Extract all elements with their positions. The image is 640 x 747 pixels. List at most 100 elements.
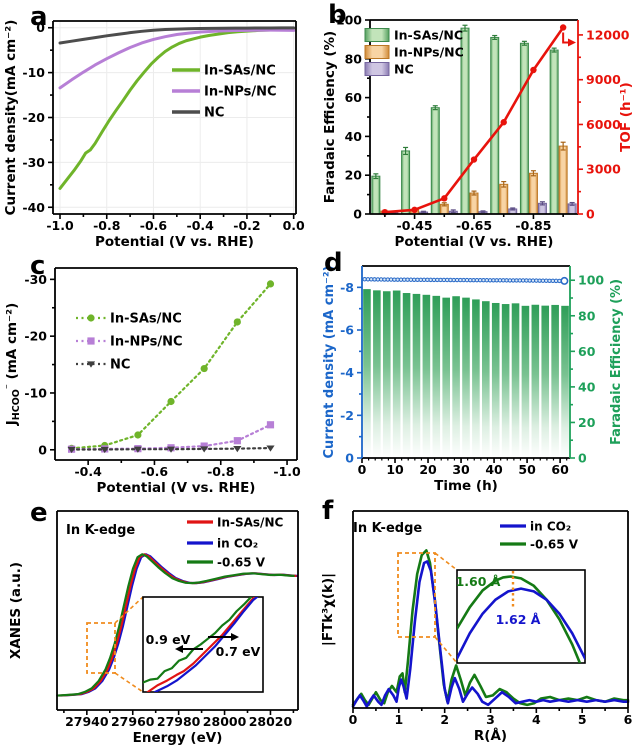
y-tick-label: -6: [340, 323, 354, 338]
marker-square: [266, 421, 275, 429]
x-tick-label: -1.0: [273, 464, 301, 479]
panel-b-chart: -0.45 -0.65 -0.85 0 20 40 60 80 100 0 3000 6000 9000…: [322, 13, 634, 250]
bar-In-SAs/NC: [549, 49, 559, 215]
marker-triangle-down: [67, 446, 76, 454]
fe-bar: [541, 305, 550, 458]
tof-marker: [411, 206, 418, 214]
y-tick-label: -10: [24, 385, 47, 400]
fe-bar: [511, 303, 520, 458]
panel-a-label: a: [30, 2, 48, 32]
fe-bar: [462, 297, 470, 458]
y-axis-label: |FTk³χ(k)|: [320, 573, 336, 646]
y-tick-label: -20: [22, 110, 45, 125]
x-tick-label: -0.8: [93, 218, 120, 233]
legend-label: in CO₂: [217, 537, 258, 551]
x-tick-label: 2: [440, 712, 449, 727]
x-tick-label: -0.8: [207, 464, 234, 479]
x-tick-label: -0.4: [74, 464, 102, 479]
fe-bar: [482, 301, 490, 458]
x-tick-label: -0.85: [515, 218, 551, 233]
tof-tick-label: 9000: [586, 72, 621, 87]
legend-label: NC: [204, 106, 224, 121]
zoom-rect: [397, 552, 436, 638]
x-tick-label: 40: [485, 462, 503, 477]
legend-label: In-NPs/NC: [394, 45, 464, 60]
tof-tick-label: 12000: [586, 27, 630, 42]
marker-circle: [233, 318, 241, 326]
y-tick-label: 40: [345, 129, 363, 144]
x-tick-label: 0: [358, 462, 367, 477]
y-tick-label: 0: [345, 451, 354, 466]
legend-swatch: [364, 45, 390, 59]
zoom-rect: [86, 622, 116, 674]
legend-label: in CO₂: [530, 520, 571, 534]
bar-In-SAs/NC: [490, 36, 500, 215]
fe-tick-label: 0: [578, 451, 587, 466]
fe-bar: [402, 293, 411, 458]
fe-bar: [392, 290, 401, 458]
panel-d: d 0 10 20 30 40 50 60 0 -2 -4 -6 -8 0 20 40 60 80 100 Time…: [320, 249, 640, 498]
plot-d: 0 10 20 30 40 50 60 0 -2 -4 -6 -8 0 20 40 60 80 100 Time (…: [322, 265, 624, 494]
panel-b-label: b: [328, 0, 347, 30]
x-tick-label: 0: [349, 712, 358, 727]
x-axis-label: Potential (V vs. RHE): [95, 234, 254, 249]
y-axis-right-label: Faradaic Efficiency (%): [609, 279, 624, 445]
zoom-connector: [434, 552, 458, 571]
legend-label: NC: [394, 62, 414, 77]
legend-label: -0.65 V: [217, 556, 266, 570]
zoom-connector: [434, 636, 458, 664]
tof-tick-label: 0: [586, 207, 595, 222]
shift-label-right: 0.7 eV: [216, 644, 261, 659]
x-tick-label: 4: [532, 712, 541, 727]
marker-circle: [266, 280, 275, 288]
series--0.65 V: [56, 553, 295, 697]
legend-label: In-SAs/NC: [217, 516, 283, 530]
x-tick-label: -1.0: [46, 218, 74, 233]
marker-circle: [200, 364, 208, 373]
y-tick-label: 60: [345, 90, 363, 105]
y-tick-label: 80: [345, 51, 363, 66]
x-axis-label: Potential (V vs. RHE): [395, 234, 554, 249]
fe-bar: [472, 299, 480, 458]
series-In-NPs/NC: [58, 28, 296, 90]
marker-triangle-down: [200, 446, 209, 453]
tof-tick-label: 6000: [586, 117, 621, 132]
fe-bar: [363, 289, 371, 458]
zoom-connector: [114, 672, 144, 693]
x-tick-label: -0.6: [141, 464, 169, 479]
x-tick-label: -0.6: [140, 218, 168, 233]
y-axis-label: Current density(mA cm⁻²): [3, 20, 19, 216]
marker-circle: [134, 431, 142, 439]
y-tick-label: -2: [340, 408, 354, 423]
plot-b: -0.45 -0.65 -0.85 0 20 40 60 80 100 0 3000 6000 9000…: [322, 13, 634, 250]
plot-f: 0 1 2 3 4 5 6 R(Å) |FTk³χ(k)| In K-edge in CO₂ -0.6…: [320, 510, 633, 744]
y-axis-label: JHCOO⁻ (mA cm⁻²): [3, 303, 22, 427]
marker-square: [200, 442, 208, 450]
x-tick-label: 6: [624, 712, 633, 727]
tof-marker: [470, 156, 478, 163]
fe-tick-label: 80: [578, 308, 596, 323]
y-tick-label: -40: [22, 200, 45, 215]
inset-curve: [143, 597, 253, 684]
bar-In-SAs/NC: [519, 42, 529, 215]
panel-f-chart: 0 1 2 3 4 5 6 R(Å) |FTk³χ(k)| In K-edge in CO₂ -0.6…: [320, 510, 633, 744]
legend-label: In-NPs/NC: [204, 85, 277, 100]
series-in CO₂: [351, 560, 630, 708]
y-tick-label: 0: [36, 20, 45, 35]
fe-bar: [422, 294, 431, 458]
x-tick-label: 60: [551, 462, 569, 477]
legend-label: In-NPs/NC: [110, 335, 183, 350]
series-In-SAs/NC: [70, 282, 272, 450]
arrowhead: [175, 645, 183, 653]
fe-bar: [561, 305, 569, 458]
x-tick-label: 28000: [203, 714, 247, 729]
zoom-connector: [114, 596, 144, 624]
x-tick-label: -0.4: [187, 218, 215, 233]
x-tick-label: 10: [386, 462, 404, 477]
y-tick-label: 0: [38, 442, 47, 457]
panel-d-label: d: [324, 248, 343, 278]
fe-bar: [521, 305, 530, 458]
bar-In-SAs/NC: [371, 175, 381, 215]
panel-b: b -0.45 -0.65 -0.85 0 20 40 60 80 100 0 3000 6000 90…: [320, 0, 640, 249]
